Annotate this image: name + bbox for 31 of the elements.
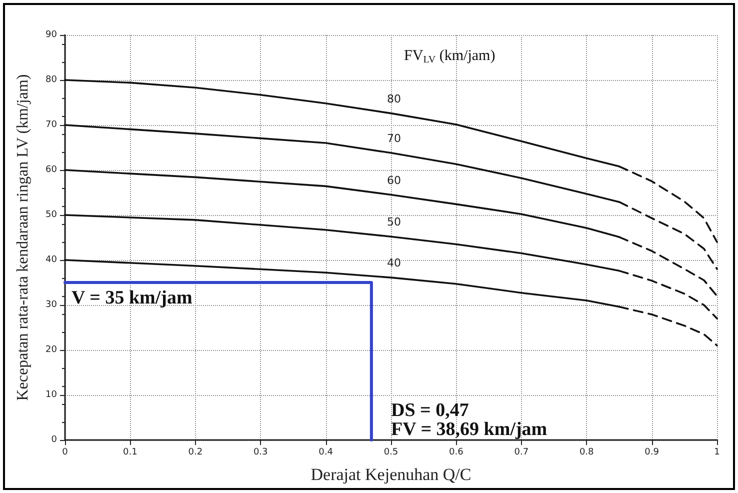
x-tick-label: 0.6 xyxy=(449,448,464,458)
y-tick-label: 70 xyxy=(46,120,58,130)
y-tick-label: 20 xyxy=(46,345,58,355)
x-axis-title: Derajat Kejenuhan Q/C xyxy=(310,465,472,484)
x-tick-label: 0 xyxy=(62,448,68,458)
y-tick-label: 10 xyxy=(46,390,58,400)
y-tick-label: 40 xyxy=(46,255,58,265)
x-tick-label: 0.5 xyxy=(384,448,398,458)
series-label: 70 xyxy=(387,132,401,145)
annotation: V = 35 km/jam xyxy=(72,287,192,308)
y-tick-label: 60 xyxy=(46,165,58,175)
y-axis-title: Kecepatan rata-rata kendaraan ringan LV (km/jam) xyxy=(14,74,32,401)
annotation: FV = 38,69 km/jam xyxy=(391,419,548,440)
y-tick-label: 0 xyxy=(51,435,58,445)
annotation: DS = 0,47 xyxy=(391,400,470,421)
y-tick-label: 30 xyxy=(46,300,58,310)
series-label: 40 xyxy=(387,256,401,270)
x-tick-label: 0.9 xyxy=(644,448,660,458)
series-label: 60 xyxy=(387,174,401,187)
y-tick-label: 50 xyxy=(46,210,58,220)
x-tick-label: 0.1 xyxy=(123,448,138,458)
x-tick-label: 0.7 xyxy=(514,448,529,458)
x-tick-label: 0.2 xyxy=(188,448,203,458)
x-tick-label: 0.3 xyxy=(253,448,268,458)
x-tick-label: 0.8 xyxy=(579,448,594,458)
series-label: 80 xyxy=(387,92,401,106)
y-tick-label: 80 xyxy=(46,75,58,85)
x-tick-label: 1 xyxy=(714,448,720,458)
series-label: 50 xyxy=(387,216,401,229)
y-tick-label: 90 xyxy=(46,30,58,40)
x-tick-label: 0.4 xyxy=(318,448,334,458)
